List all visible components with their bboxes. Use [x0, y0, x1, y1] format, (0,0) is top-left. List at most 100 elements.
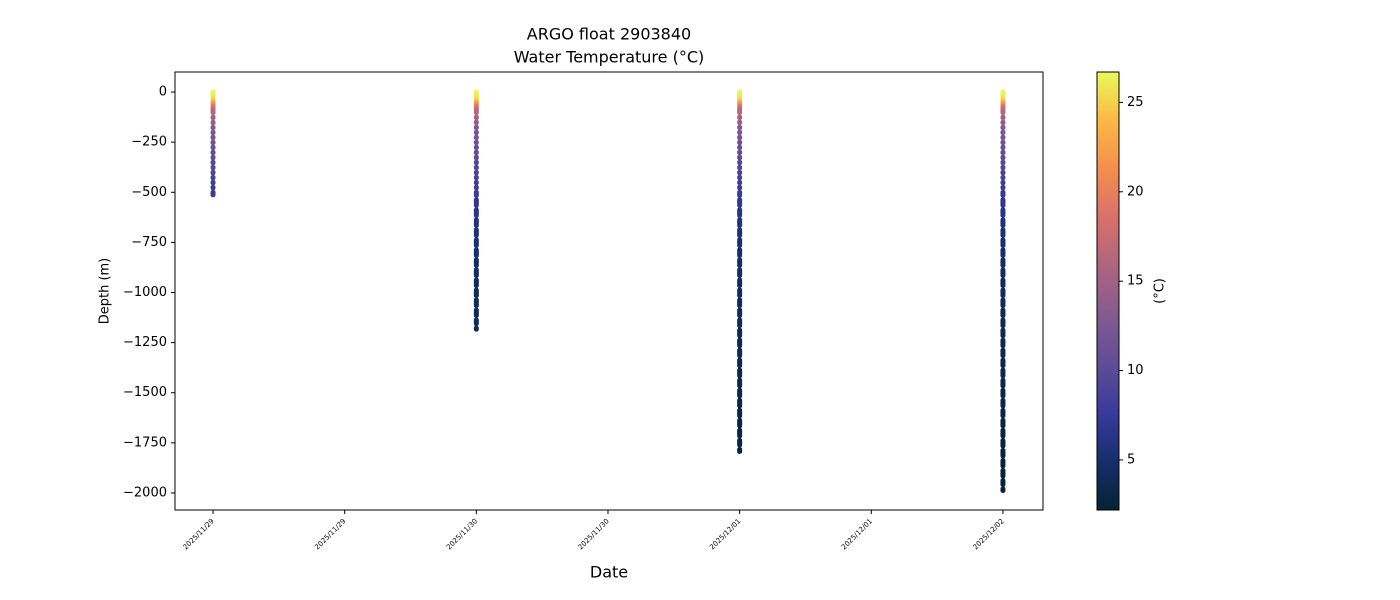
profile-point [737, 317, 743, 329]
profile-point [1000, 307, 1006, 319]
profile-point [210, 179, 216, 186]
profile-point [473, 307, 479, 319]
chart-title: ARGO float 2903840 [527, 25, 691, 44]
profile-point [737, 387, 743, 399]
profile-point [473, 287, 479, 299]
profile-point [1000, 437, 1006, 449]
profile-point [473, 217, 479, 228]
profile-point [210, 154, 216, 161]
profile-point [473, 325, 479, 332]
profile-point [1000, 217, 1006, 228]
x-tick-label: 2025/11/30 [445, 517, 479, 551]
colorbar-tick-label: 5 [1127, 452, 1135, 467]
profile-point [1000, 164, 1006, 171]
profile-point [1000, 377, 1006, 389]
profile-point [737, 139, 743, 146]
profile-point [473, 184, 479, 191]
profile-point [737, 337, 743, 349]
y-tick-label: −500 [131, 185, 167, 200]
profile-point [473, 169, 479, 176]
y-tick-label: 0 [159, 85, 167, 100]
profile-point [1000, 174, 1006, 181]
profile-point [737, 367, 743, 379]
x-axis-label: Date [590, 563, 628, 582]
profile-point [1000, 197, 1006, 208]
profile-point [1000, 337, 1006, 349]
colorbar [1096, 71, 1120, 511]
profile-point [1000, 267, 1006, 279]
profile-point [473, 189, 479, 198]
profile-point [737, 237, 743, 249]
profile-point [1000, 237, 1006, 249]
profile-point [1000, 114, 1006, 121]
profile-point [737, 124, 743, 131]
profile-point [737, 327, 743, 339]
y-tick-label: −1750 [123, 435, 167, 450]
profile-point [1000, 367, 1006, 379]
profile-point [473, 297, 479, 309]
profile-point [473, 277, 479, 289]
colorbar-label: (°C) [1153, 278, 1168, 304]
profile-point [210, 144, 216, 151]
profile-point [1000, 109, 1006, 116]
profile-point [1000, 277, 1006, 289]
profile-point [737, 114, 743, 121]
profile-point [737, 267, 743, 279]
profile-point [473, 159, 479, 166]
profile-point [1000, 134, 1006, 141]
profile-point [737, 144, 743, 151]
profile-point [1000, 387, 1006, 399]
x-tick-label: 2025/11/29 [182, 517, 216, 551]
profile-point [1000, 317, 1006, 329]
profile-point [737, 197, 743, 208]
profile-point [1000, 124, 1006, 131]
profile-point [210, 169, 216, 176]
profile-point [210, 191, 216, 198]
colorbar-tick-label: 25 [1127, 95, 1144, 110]
profile-point [1000, 417, 1006, 429]
profile-point [1000, 184, 1006, 191]
profile-point [473, 267, 479, 279]
profile-point [473, 174, 479, 181]
profile-point [1000, 397, 1006, 409]
profile-point [210, 164, 216, 171]
profile-point [210, 129, 216, 136]
profile-point [737, 207, 743, 218]
profile-point [737, 119, 743, 126]
profile-point [1000, 149, 1006, 156]
x-tick-label: 2025/12/02 [972, 517, 1006, 551]
x-tick-label: 2025/12/01 [840, 517, 874, 551]
profile-point [473, 114, 479, 121]
profile-point [210, 134, 216, 141]
profile-point [737, 437, 743, 448]
profile-point [737, 347, 743, 359]
plot-frame [174, 71, 1044, 511]
profile-point [473, 124, 479, 131]
profile-point [473, 144, 479, 151]
profile-point [210, 109, 216, 116]
profile-point [1000, 347, 1006, 359]
profile-point [737, 189, 743, 198]
profile-point [473, 129, 479, 136]
profile-point [473, 154, 479, 161]
profile-point [473, 207, 479, 218]
x-tick-label: 2025/11/30 [577, 517, 611, 551]
profile-point [473, 109, 479, 116]
y-tick-label: −750 [131, 235, 167, 250]
profile-point [737, 134, 743, 141]
profile-point [737, 407, 743, 419]
profile-point [1000, 257, 1006, 269]
profile-point [1000, 457, 1006, 469]
profile-point [210, 114, 216, 121]
profile-point [737, 159, 743, 166]
profile-point [210, 159, 216, 166]
colorbar-tick-label: 20 [1127, 184, 1144, 199]
profile-point [210, 139, 216, 146]
profile-point [737, 307, 743, 319]
profile-point [737, 154, 743, 161]
profile-point [1000, 179, 1006, 186]
profile-point [473, 237, 479, 249]
profile-point [737, 174, 743, 181]
profile-point [737, 446, 743, 454]
